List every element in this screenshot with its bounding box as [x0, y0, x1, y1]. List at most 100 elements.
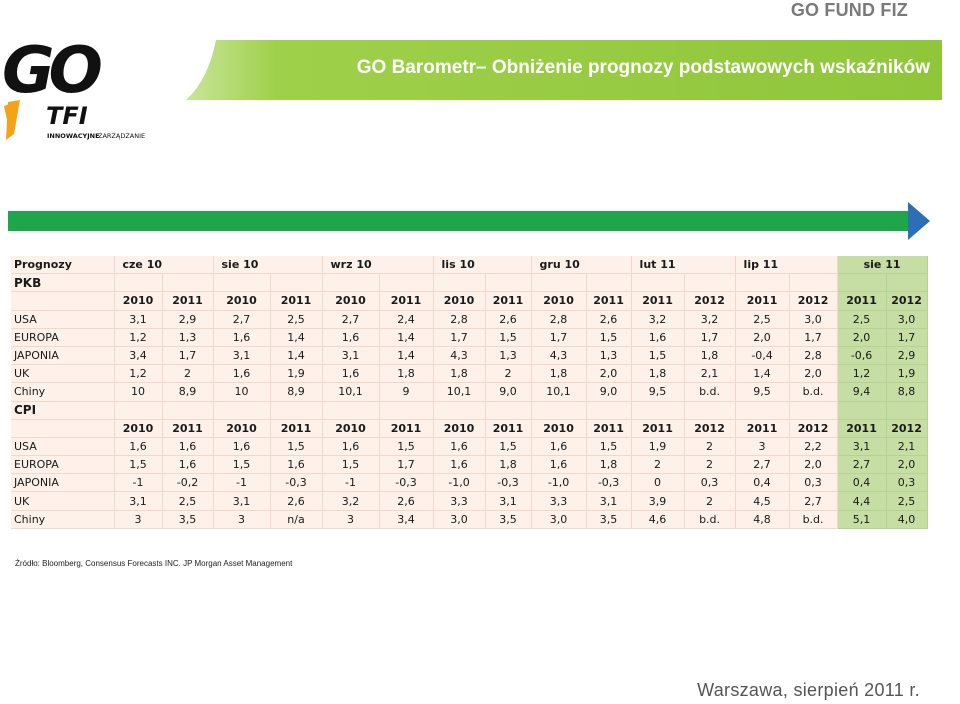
row-label: Chiny — [11, 510, 115, 529]
empty-cell — [114, 401, 163, 420]
table-cell: -0,3 — [586, 473, 632, 493]
table-cell: 0,3 — [684, 473, 736, 493]
year-header: 2010 — [114, 291, 163, 311]
table-cell: 0,4 — [735, 473, 790, 493]
year-header: 2011 — [485, 291, 532, 311]
table-cell: 9,0 — [586, 382, 632, 402]
table-cell: 1,3 — [586, 346, 632, 366]
table-cell: 2,9 — [162, 310, 214, 329]
table-cell: 2,0 — [837, 328, 887, 347]
row-label: USA — [11, 310, 115, 329]
year-header: 2011 — [735, 419, 790, 438]
year-header: 2011 — [586, 419, 632, 438]
table-cell: 2,6 — [586, 310, 632, 329]
table-cell: 4,3 — [531, 346, 587, 366]
empty-cell — [586, 273, 632, 293]
table-cell: 3,1 — [114, 491, 163, 511]
table-cell: -0,3 — [270, 473, 323, 493]
year-header: 2010 — [114, 419, 163, 438]
empty-cell — [586, 401, 632, 420]
table-cell: 2 — [485, 364, 532, 384]
table-cell: 1,5 — [485, 437, 532, 457]
table-cell: -1 — [213, 473, 271, 493]
empty-cell — [735, 273, 790, 293]
table-cell: 2,8 — [789, 346, 838, 366]
table-cell: 3,1 — [322, 346, 380, 366]
table-cell: 1,6 — [270, 455, 323, 475]
table-cell: 1,6 — [531, 455, 587, 475]
table-cell: 3,3 — [433, 491, 486, 511]
table-cell: 3,5 — [162, 510, 214, 529]
table-cell: 1,2 — [114, 328, 163, 347]
table-cell: 3,4 — [379, 510, 434, 529]
table-cell: -0,3 — [379, 473, 434, 493]
table-cell: 1,7 — [379, 455, 434, 475]
table-cell: 1,6 — [433, 455, 486, 475]
period-header: lis 10 — [433, 256, 532, 275]
table-row: JAPONIA 3,4 1,7 3,1 1,4 3,1 1,4 4,3 1,3 4,3 1,3 1,5… — [11, 346, 928, 366]
table-cell: -1 — [322, 473, 380, 493]
table-row: UK 3,1 2,5 3,1 2,6 3,2 2,6 3,3 3,1 3,3 3,1 3,9 2 4,5 2… — [11, 491, 928, 511]
table-cell: 3,1 — [837, 437, 887, 457]
year-header: 2010 — [322, 291, 380, 311]
table-cell: 10,1 — [322, 382, 380, 402]
table-cell: 0,3 — [789, 473, 838, 493]
empty-cell — [379, 273, 434, 293]
table-cell: 9,5 — [735, 382, 790, 402]
table-row: EUROPA 1,2 1,3 1,6 1,4 1,6 1,4 1,7 1,5 1,7 1,5 1,6 1… — [11, 328, 928, 347]
row-label: UK — [11, 491, 115, 511]
table-cell: 1,5 — [114, 455, 163, 475]
table-cell: 9 — [379, 382, 434, 402]
table-cell: b.d. — [789, 382, 838, 402]
table-cell: 1,5 — [379, 437, 434, 457]
table-cell: 4,5 — [735, 491, 790, 511]
table-cell: 1,8 — [433, 364, 486, 384]
table-cell: 1,6 — [162, 455, 214, 475]
table-cell: 3 — [735, 437, 790, 457]
empty-cell — [631, 273, 685, 293]
section-name: CPI — [11, 401, 115, 420]
table-cell: 2,0 — [586, 364, 632, 384]
empty-cell — [837, 401, 887, 420]
empty-cell — [379, 401, 434, 420]
table-cell: 4,6 — [631, 510, 685, 529]
table-cell: 2,5 — [162, 491, 214, 511]
table-cell: 3 — [322, 510, 380, 529]
empty-cell — [11, 419, 115, 438]
table-cell: 10,1 — [531, 382, 587, 402]
year-header: 2011 — [631, 419, 685, 438]
table-cell: 3,3 — [531, 491, 587, 511]
row-label: Chiny — [11, 382, 115, 402]
table-row: Chiny 3 3,5 3 n/a 3 3,4 3,0 3,5 3,0 3,5 4,6 b.d. 4,8 b… — [11, 510, 928, 529]
table-cell: 2,0 — [789, 455, 838, 475]
table-cell: 2,7 — [837, 455, 887, 475]
year-header: 2011 — [270, 291, 323, 311]
year-header: 2010 — [322, 419, 380, 438]
table-cell: 1,5 — [586, 437, 632, 457]
year-header: 2011 — [586, 291, 632, 311]
table-cell: 2 — [631, 455, 685, 475]
empty-cell — [886, 273, 928, 293]
table-cell: 10 — [114, 382, 163, 402]
table-cell: -1,0 — [531, 473, 587, 493]
logo-tagline-rest: ZARZĄDZANIE — [98, 132, 145, 140]
table-cell: 2,2 — [789, 437, 838, 457]
table-cell: 1,8 — [485, 455, 532, 475]
table-cell: 0 — [631, 473, 685, 493]
table-cell: 1,7 — [433, 328, 486, 347]
empty-cell — [433, 273, 486, 293]
timeline-arrow — [8, 200, 932, 242]
table-cell: 3,0 — [789, 310, 838, 329]
table-cell: 1,7 — [684, 328, 736, 347]
table-row: EUROPA 1,5 1,6 1,5 1,6 1,5 1,7 1,6 1,8 1,6 1,8 2 2 2,… — [11, 455, 928, 475]
table-cell: 8,8 — [886, 382, 928, 402]
table-row: UK 1,2 2 1,6 1,9 1,6 1,8 1,8 2 1,8 2,0 1,8 2,1 1,4 2,0… — [11, 364, 928, 384]
table-cell: -1 — [114, 473, 163, 493]
table-cell: 1,7 — [789, 328, 838, 347]
table-cell: 3 — [213, 510, 271, 529]
table-cell: 2,1 — [886, 437, 928, 457]
year-header: 2011 — [379, 291, 434, 311]
table-cell: 2,6 — [379, 491, 434, 511]
table-cell: 3,1 — [485, 491, 532, 511]
table-cell: 1,6 — [631, 328, 685, 347]
